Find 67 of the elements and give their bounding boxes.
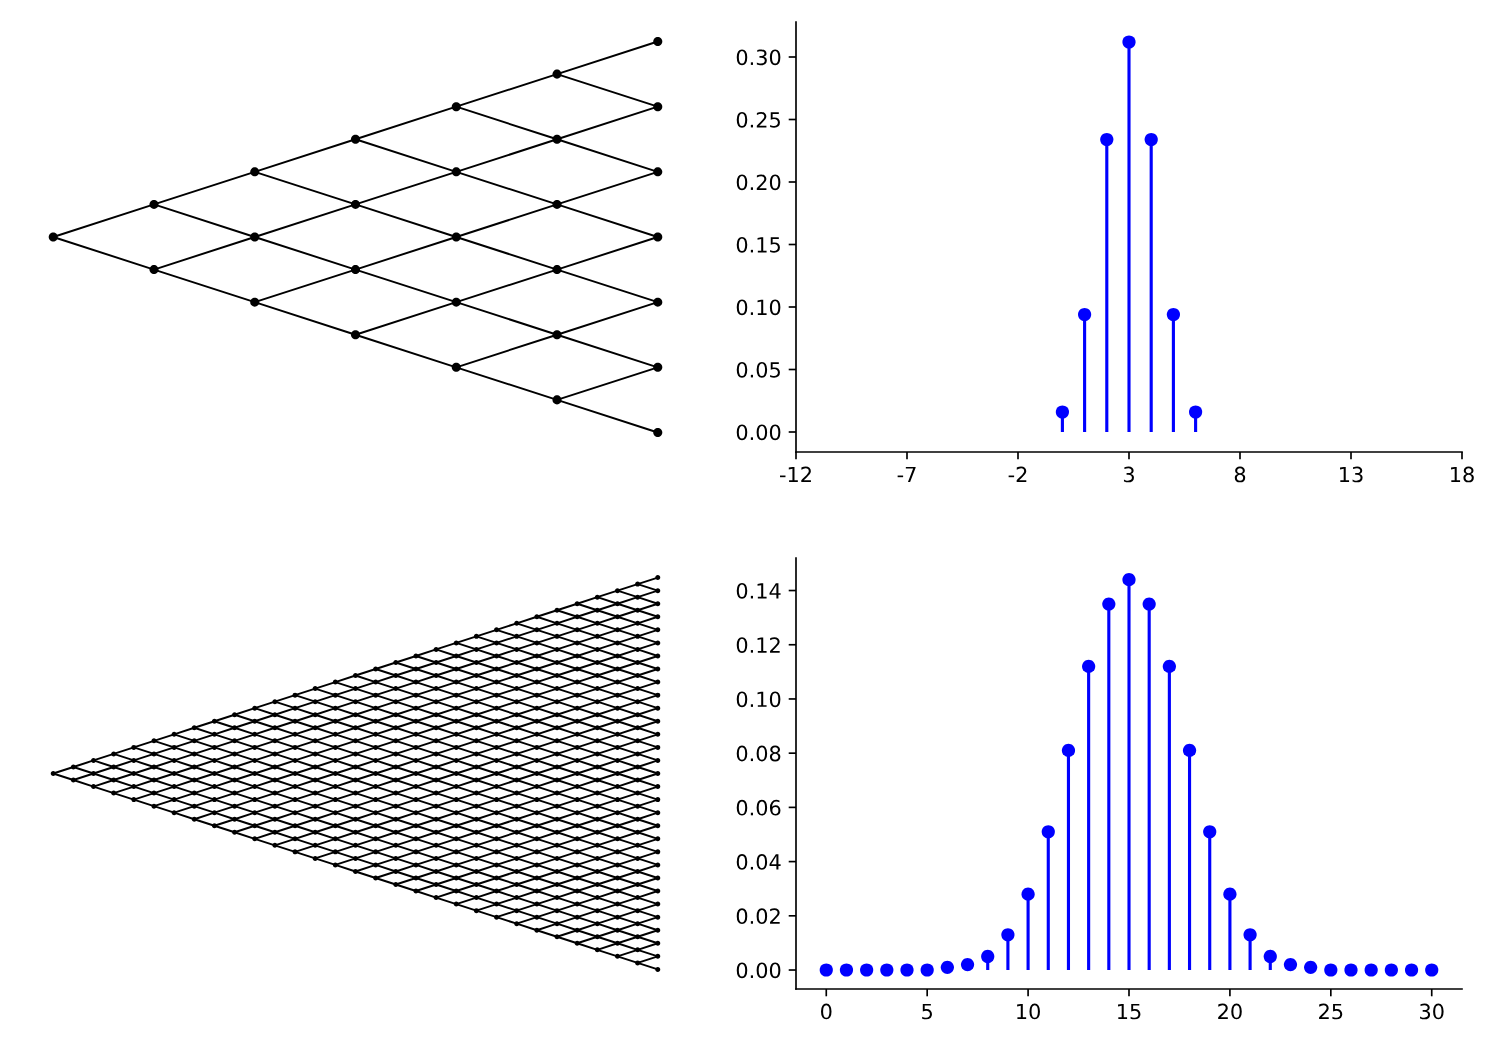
x-tick-label: 15 — [1118, 1003, 1141, 1020]
point — [819, 963, 833, 977]
point — [1364, 963, 1378, 977]
point — [1100, 132, 1114, 147]
point — [1384, 963, 1398, 977]
point — [1122, 573, 1136, 587]
point — [920, 963, 934, 977]
point — [1189, 405, 1203, 419]
x-tick-label: -7 — [897, 466, 916, 483]
point — [1061, 743, 1076, 758]
x-tick-label: 13 — [1340, 466, 1363, 483]
point — [981, 949, 995, 964]
y-tick-label: 0.05 — [736, 361, 780, 378]
point — [1324, 963, 1338, 977]
point — [1304, 960, 1318, 974]
point — [1122, 35, 1136, 49]
point — [1055, 405, 1069, 419]
y-tick-label: 0.08 — [736, 745, 781, 762]
x-tick-label: 0 — [821, 1003, 832, 1020]
y-tick-label: 0.02 — [736, 908, 780, 925]
point — [1344, 963, 1358, 977]
point — [1021, 887, 1035, 901]
point — [1182, 743, 1197, 758]
y-tick-label: 0.30 — [736, 49, 781, 66]
point — [1078, 307, 1092, 322]
y-tick-label: 0.15 — [736, 236, 780, 253]
point — [960, 958, 975, 972]
point — [880, 963, 894, 977]
point — [1404, 963, 1419, 977]
point — [1162, 659, 1176, 674]
y-tick-label: 0.06 — [736, 799, 781, 816]
point — [1425, 963, 1439, 977]
point — [940, 960, 954, 974]
x-tick-label: 30 — [1420, 1003, 1444, 1020]
point — [1283, 958, 1298, 972]
x-tick-label: 8 — [1234, 466, 1246, 483]
x-tick-label: 18 — [1451, 466, 1474, 483]
point — [1223, 887, 1237, 901]
point — [1142, 597, 1156, 611]
x-tick-label: -2 — [1008, 466, 1027, 483]
y-tick-label: 0.10 — [736, 299, 781, 316]
point — [1166, 307, 1180, 322]
y-tick-label: 0.10 — [736, 691, 781, 708]
point — [839, 963, 854, 977]
point — [1102, 597, 1116, 611]
y-tick-label: 0.14 — [736, 582, 781, 599]
x-tick-label: 20 — [1218, 1003, 1242, 1020]
y-tick-label: 0.04 — [736, 854, 781, 870]
y-tick-label: 0.12 — [736, 637, 780, 653]
x-tick-label: 5 — [922, 1003, 932, 1020]
point — [1144, 132, 1158, 147]
x-tick-label: 3 — [1123, 466, 1134, 483]
y-tick-label: 0.00 — [736, 962, 781, 979]
point — [860, 963, 874, 977]
point — [1082, 659, 1096, 674]
point — [1243, 928, 1257, 942]
point — [1001, 928, 1015, 942]
point — [900, 963, 914, 977]
point — [1041, 825, 1055, 839]
point — [1263, 949, 1277, 964]
x-tick-label: 10 — [1017, 1003, 1040, 1020]
y-tick-label: 0.25 — [736, 111, 780, 128]
point — [1203, 825, 1217, 839]
x-tick-label: -12 — [780, 466, 811, 483]
y-tick-label: 0.20 — [736, 174, 781, 191]
y-tick-label: 0.00 — [736, 424, 781, 441]
x-tick-label: 25 — [1319, 1003, 1343, 1020]
